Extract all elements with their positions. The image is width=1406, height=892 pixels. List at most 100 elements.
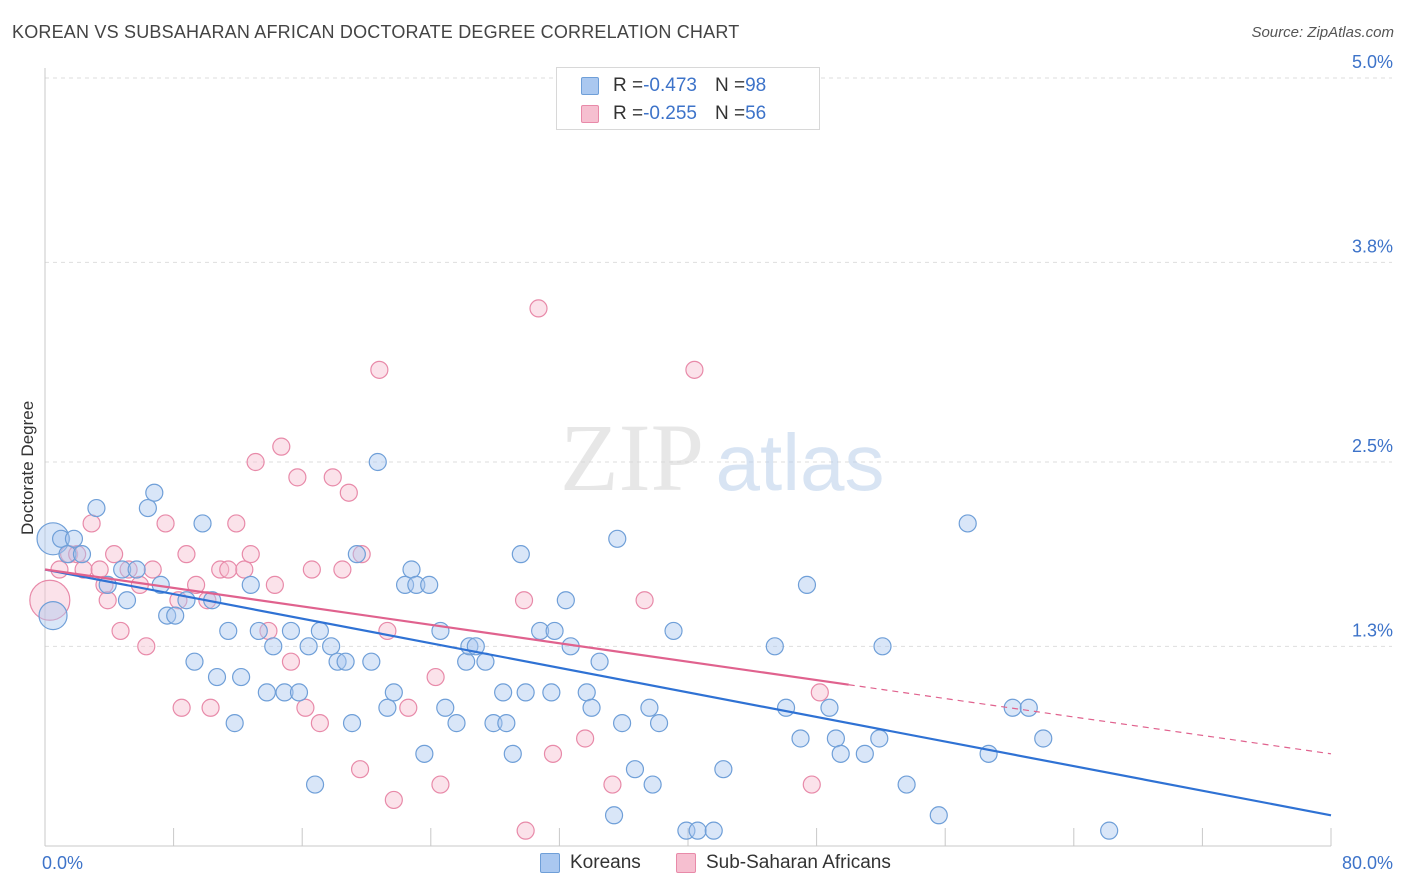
data-point-koreans [384,683,403,702]
data-point-africans [177,545,196,564]
data-point-africans [302,560,321,579]
data-point-africans [685,360,704,379]
legend-row-koreans: R = -0.473 N = 98 [581,72,766,100]
data-point-koreans [138,498,157,518]
data-point-koreans [58,545,77,564]
data-point-koreans [776,698,796,717]
data-point-koreans [72,545,92,564]
data-point-koreans [826,729,845,748]
data-point-koreans [497,714,516,733]
data-point-africans [543,744,563,763]
trend-line-africans [44,568,849,686]
legend-swatch-africans [676,853,696,873]
data-point-koreans [402,560,421,579]
data-point-koreans [457,652,476,671]
data-point-africans [281,652,301,671]
data-point-koreans [87,498,106,518]
data-point-koreans [612,714,632,733]
data-point-africans [82,514,101,533]
data-point-koreans [542,683,561,702]
data-point-koreans [64,529,84,548]
data-point-africans [246,452,265,472]
data-point-koreans [368,452,387,472]
data-point-koreans [342,714,362,733]
data-point-africans [68,545,87,564]
series-legend: Koreans Sub-Saharan Africans [0,852,1406,876]
data-point-koreans [590,652,609,671]
data-point-koreans [305,775,325,794]
data-point-koreans [415,744,434,763]
legend-item-africans[interactable]: Sub-Saharan Africans [676,852,891,874]
data-point-africans [187,575,206,594]
data-point-koreans [51,529,71,548]
data-point-koreans [1019,698,1038,717]
data-point-africans [333,560,352,579]
data-point-africans [310,714,329,733]
legend-n-label: N = [714,75,746,96]
data-point-koreans [177,591,196,610]
data-point-koreans [897,775,916,794]
data-point-africans [635,591,654,610]
data-point-koreans [447,714,466,733]
data-point-africans [426,667,445,687]
data-point-koreans [436,698,455,717]
axes [44,68,1332,847]
data-point-koreans [494,683,513,702]
data-point-koreans [241,575,260,594]
legend-swatch-koreans [581,77,599,95]
data-point-koreans [649,714,669,733]
data-point-koreans [855,744,874,763]
data-point-koreans [664,621,683,641]
data-point-africans [105,545,124,564]
data-point-africans [370,360,389,379]
data-point-koreans [113,560,132,579]
legend-r-label: R = [613,75,644,96]
data-point-koreans [257,683,276,702]
data-point-koreans [625,760,645,779]
data-point-koreans [347,545,366,564]
data-point-koreans [299,637,318,656]
trend-line-africans-extension [848,684,1332,755]
legend-label-koreans: Koreans [570,852,641,873]
data-point-africans [350,760,370,779]
data-point-koreans [608,529,627,548]
data-point-koreans [640,698,659,717]
data-point-africans [265,575,284,594]
data-point-koreans [582,698,601,717]
x-tick-label: 80.0% [1342,853,1393,873]
data-point-koreans [511,545,530,564]
data-point-koreans [249,621,268,641]
data-point-koreans [577,683,596,702]
legend-row-africans: R = -0.255 N = 56 [581,100,766,128]
data-point-koreans [322,637,341,656]
data-point-africans [802,775,821,794]
data-point-africans [514,591,534,610]
data-point-africans [529,299,548,318]
data-point-africans [201,698,220,717]
data-point-koreans [289,683,309,702]
data-point-koreans [420,575,439,594]
correlation-legend: R = -0.473 N = 98 R = -0.255 N = 56 [556,67,820,130]
data-point-koreans [704,821,723,840]
legend-item-koreans[interactable]: Koreans [540,852,641,874]
data-point-africans [288,468,307,487]
data-point-koreans [264,637,283,656]
data-point-africans [172,698,191,717]
data-point-koreans [281,621,301,641]
data-point-africans [111,621,130,641]
data-point-koreans [407,575,426,594]
data-point-africans [219,560,238,579]
data-point-africans [352,545,371,564]
data-point-africans [399,698,418,717]
data-point-koreans [193,514,212,533]
data-point-koreans [714,760,733,779]
data-point-koreans [166,606,185,625]
watermark-zip: ZIP [560,404,704,511]
data-point-koreans [958,514,977,533]
trend-line-koreans [44,568,1332,817]
data-point-koreans [873,637,892,656]
data-point-africans [137,637,156,656]
data-point-koreans [643,775,662,794]
source-label: Source: ZipAtlas.com [1251,24,1394,41]
legend-r-value: -0.255 [643,103,697,124]
